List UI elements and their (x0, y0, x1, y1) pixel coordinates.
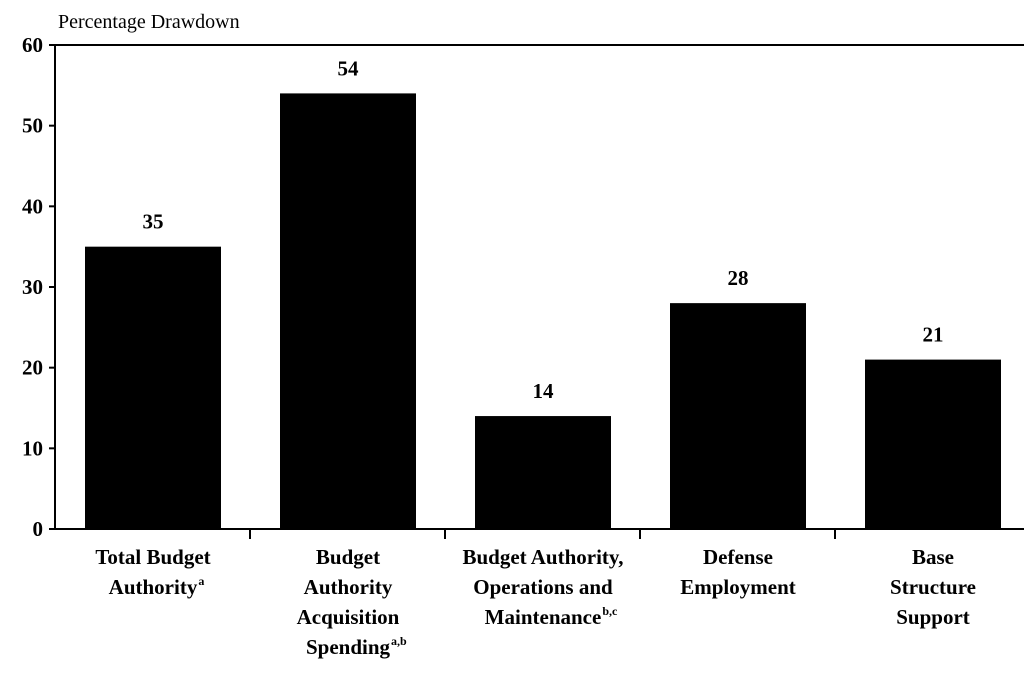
x-tick-line: Acquisition (297, 605, 400, 629)
data-label: 28 (728, 266, 749, 290)
x-tick-label: Budget Authority, Operations and Maintenan… (462, 545, 623, 629)
bar (280, 93, 416, 530)
data-label: 21 (923, 323, 944, 347)
y-tick-label: 60 (22, 33, 43, 57)
y-tick-label: 10 (22, 436, 43, 460)
x-tick-line: Authority (109, 575, 198, 599)
y-axis-label: Percentage Drawdown (58, 11, 240, 33)
x-tick-label: Defense Employment (680, 545, 796, 599)
y-tick-label: 30 (22, 275, 43, 299)
bar (865, 359, 1001, 529)
y-tick-label: 0 (33, 517, 44, 541)
data-label: 35 (143, 210, 164, 234)
x-tick-line: Defense (703, 545, 773, 569)
x-tick-line: Maintenance (485, 605, 602, 629)
x-tick-line: Authority (304, 575, 393, 599)
data-label: 14 (533, 379, 555, 403)
x-tick-label: Total Budget Authority (95, 545, 210, 599)
bar (85, 246, 221, 529)
x-tick-line: Spending (306, 635, 391, 659)
y-tick-label: 50 (22, 114, 43, 138)
category-note: a (198, 574, 204, 588)
x-tick-line: Budget Authority, (462, 545, 623, 569)
x-tick-label: Base Structure Support (890, 545, 976, 629)
bar (670, 303, 806, 529)
y-tick-label: 40 (22, 194, 43, 218)
y-tick-label: 20 (22, 356, 43, 380)
x-tick-line: Budget (316, 545, 380, 569)
category-note: b,c (602, 604, 618, 618)
x-tick-line: Base (912, 545, 954, 569)
x-tick-label: Budget Authority Acquisition Spending (297, 545, 400, 659)
x-tick-line: Support (896, 605, 970, 629)
x-tick-line: Structure (890, 575, 976, 599)
bar (475, 416, 611, 529)
data-label: 54 (338, 56, 360, 80)
category-note: a,b (391, 634, 407, 648)
x-tick-line: Employment (680, 575, 796, 599)
x-tick-line: Operations and (473, 575, 613, 599)
x-tick-line: Total Budget (95, 545, 210, 569)
